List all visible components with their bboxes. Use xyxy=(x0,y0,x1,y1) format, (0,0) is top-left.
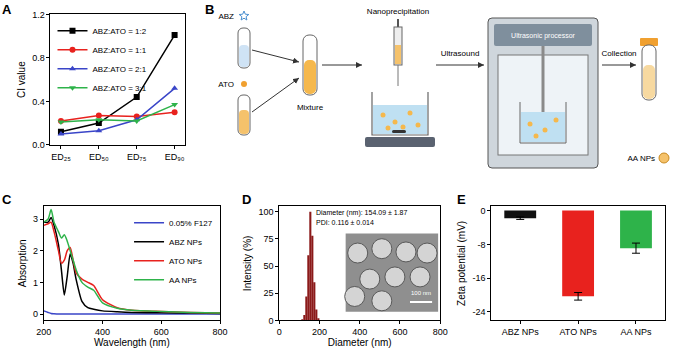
svg-text:CI value: CI value xyxy=(16,61,27,98)
svg-text:ABZ:ATO = 3:1: ABZ:ATO = 3:1 xyxy=(92,84,146,93)
svg-text:50: 50 xyxy=(263,261,273,271)
svg-text:Intensity (%): Intensity (%) xyxy=(242,236,253,292)
svg-text:ED₅₀: ED₅₀ xyxy=(89,152,109,162)
svg-text:Ultrasound: Ultrasound xyxy=(441,49,480,58)
svg-text:0: 0 xyxy=(480,206,485,216)
svg-text:2: 2 xyxy=(33,246,38,256)
svg-text:ATO: ATO xyxy=(218,80,234,89)
svg-text:Nanoprecipitation: Nanoprecipitation xyxy=(367,7,429,16)
svg-text:200: 200 xyxy=(312,327,327,337)
svg-text:AA NPs: AA NPs xyxy=(169,276,197,285)
svg-text:PDI: 0.116 ± 0.014: PDI: 0.116 ± 0.014 xyxy=(316,219,374,226)
svg-text:AA NPs: AA NPs xyxy=(620,327,652,337)
svg-text:800: 800 xyxy=(433,327,448,337)
svg-text:100 nm: 100 nm xyxy=(411,290,431,296)
svg-text:400: 400 xyxy=(352,327,367,337)
svg-text:D: D xyxy=(242,192,251,207)
svg-text:Diameter (nm): 154.09 ± 1.87: Diameter (nm): 154.09 ± 1.87 xyxy=(316,209,407,217)
svg-text:0: 0 xyxy=(268,316,273,326)
svg-text:Wavelength (nm): Wavelength (nm) xyxy=(94,337,170,348)
svg-text:800: 800 xyxy=(213,327,228,337)
svg-text:C: C xyxy=(2,192,12,207)
svg-text:400: 400 xyxy=(95,327,110,337)
svg-text:Diameter (nm): Diameter (nm) xyxy=(328,337,392,348)
svg-text:0: 0 xyxy=(33,309,38,319)
svg-text:ABZ:ATO = 1:1: ABZ:ATO = 1:1 xyxy=(92,46,146,55)
svg-text:ED₉₀: ED₉₀ xyxy=(165,152,185,162)
svg-text:Ultrasonic processor: Ultrasonic processor xyxy=(511,32,575,40)
svg-text:ABZ NPs: ABZ NPs xyxy=(502,327,540,337)
svg-text:ATO NPs: ATO NPs xyxy=(560,327,598,337)
svg-text:1: 1 xyxy=(33,278,38,288)
svg-text:1.2: 1.2 xyxy=(32,10,45,20)
svg-text:AA NPs: AA NPs xyxy=(627,154,655,163)
svg-text:0.0: 0.0 xyxy=(32,140,45,150)
svg-text:B: B xyxy=(205,2,214,17)
svg-text:ED₂₅: ED₂₅ xyxy=(51,152,71,162)
svg-text:Zeta potential (mV): Zeta potential (mV) xyxy=(456,221,467,306)
svg-text:ABZ NPs: ABZ NPs xyxy=(169,238,202,247)
svg-text:600: 600 xyxy=(392,327,407,337)
svg-text:ABZ: ABZ xyxy=(218,12,234,21)
svg-text:25: 25 xyxy=(263,288,273,298)
svg-text:600: 600 xyxy=(154,327,169,337)
svg-text:0.4: 0.4 xyxy=(32,97,45,107)
svg-text:Absorption: Absorption xyxy=(17,239,28,287)
svg-text:E: E xyxy=(457,192,466,207)
svg-text:0.8: 0.8 xyxy=(32,53,45,63)
svg-text:100: 100 xyxy=(258,207,273,217)
svg-text:0: 0 xyxy=(277,327,282,337)
svg-text:200: 200 xyxy=(36,327,51,337)
svg-text:-8: -8 xyxy=(477,240,485,250)
svg-text:0.05% F127: 0.05% F127 xyxy=(169,219,213,228)
svg-text:-16: -16 xyxy=(472,273,485,283)
svg-text:Collection: Collection xyxy=(601,49,636,58)
svg-text:Mixture: Mixture xyxy=(297,103,324,112)
svg-text:-24: -24 xyxy=(472,307,485,317)
svg-text:ABZ:ATO = 1:2: ABZ:ATO = 1:2 xyxy=(92,27,146,36)
svg-text:3: 3 xyxy=(33,214,38,224)
svg-text:ED₇₅: ED₇₅ xyxy=(127,152,147,162)
svg-text:ATO NPs: ATO NPs xyxy=(169,257,202,266)
svg-text:75: 75 xyxy=(263,234,273,244)
svg-text:A: A xyxy=(2,2,12,17)
svg-text:ABZ:ATO = 2:1: ABZ:ATO = 2:1 xyxy=(92,65,146,74)
